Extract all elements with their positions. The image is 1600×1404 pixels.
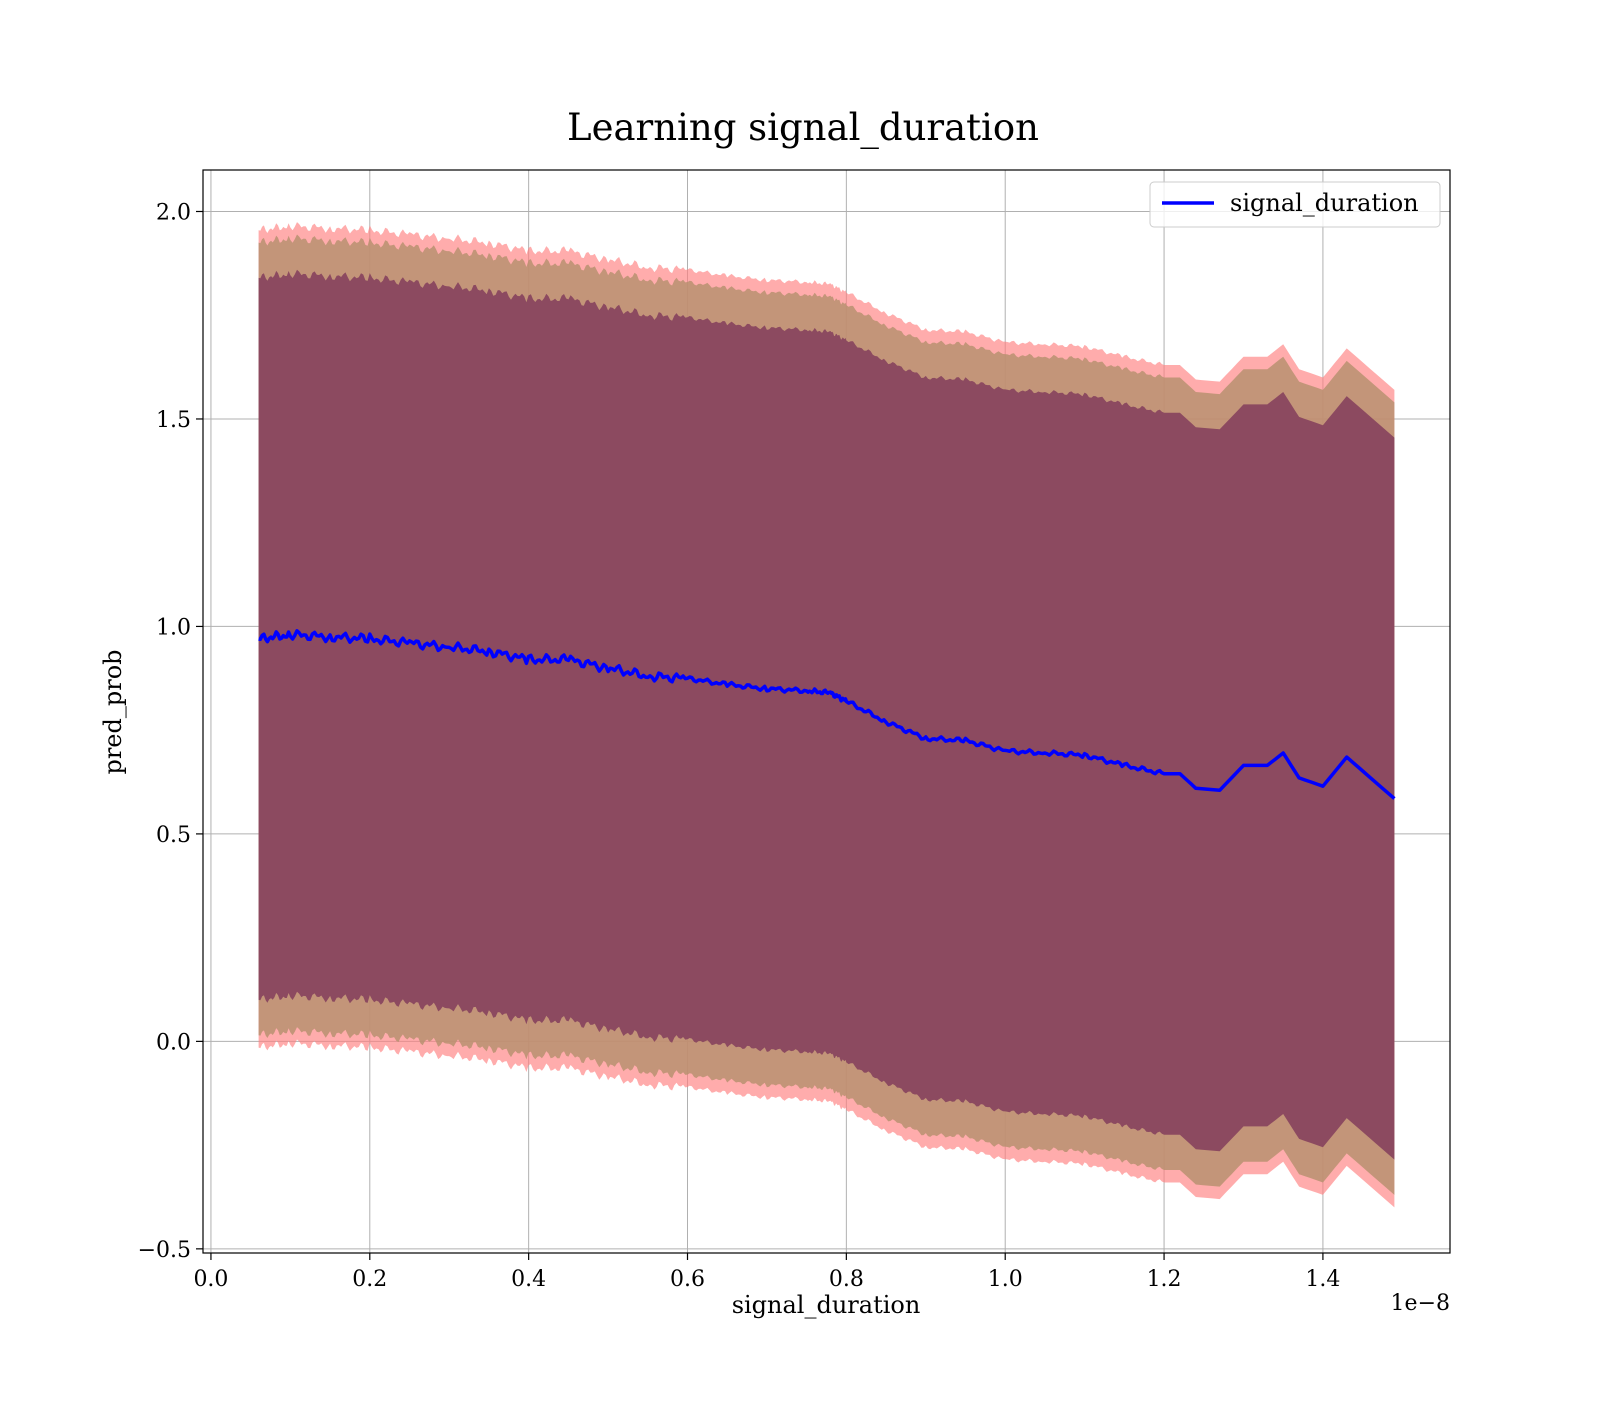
y-tick-label: 0.5 — [156, 823, 191, 848]
x-tick-label: 0.8 — [829, 1267, 864, 1292]
x-tick-label: 0.0 — [193, 1267, 228, 1292]
plot-frame — [202, 169, 1451, 1254]
band-inner — [258, 269, 1395, 1160]
y-axis-label: pred_prob — [99, 649, 127, 774]
x-tick-label: 0.4 — [511, 1267, 546, 1292]
x-tick-label: 1.0 — [988, 1267, 1023, 1292]
x-tick-label: 0.2 — [352, 1267, 387, 1292]
y-tick-label: 2.0 — [156, 200, 191, 225]
x-offset-label: 1e−8 — [1391, 1291, 1450, 1316]
tick-layer: 0.0 0.2 0.4 0.6 0.8 1.0 1.2 1.4−0.50.00.51.01.5… — [138, 200, 1341, 1292]
series-line-signal-duration — [258, 629, 1396, 800]
x-axis-label: signal_duration — [732, 1291, 921, 1319]
chart-title: Learning signal_duration — [567, 106, 1039, 150]
line-layer — [258, 629, 1396, 800]
y-tick-label: 1.5 — [156, 408, 191, 433]
x-tick-label: 1.2 — [1147, 1267, 1182, 1292]
x-tick-label: 1.4 — [1305, 1267, 1340, 1292]
x-tick-label: 0.6 — [670, 1267, 705, 1292]
legend-entry-signal-duration: signal_duration — [1230, 189, 1419, 217]
legend: signal_duration — [1149, 181, 1441, 228]
legend-box — [1149, 181, 1441, 228]
y-tick-label: 1.0 — [156, 615, 191, 640]
y-tick-label: 0.0 — [156, 1030, 191, 1055]
y-tick-label: −0.5 — [138, 1238, 191, 1263]
band-layer — [258, 222, 1395, 1208]
